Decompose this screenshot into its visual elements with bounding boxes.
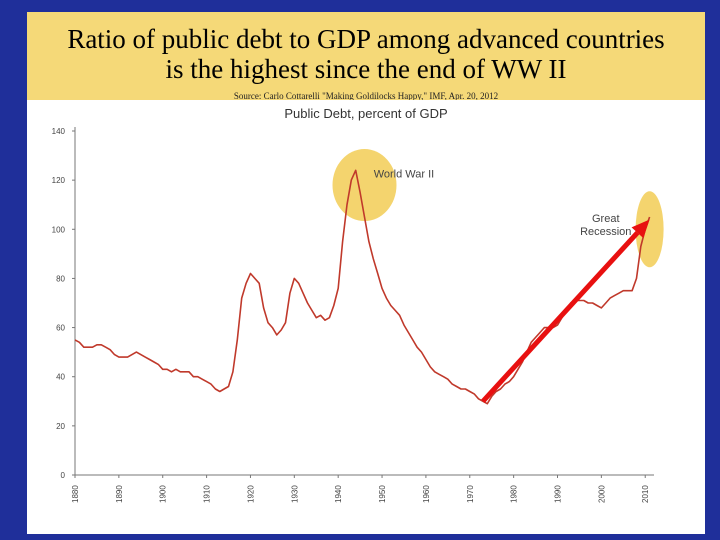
x-tick-label: 1900: [159, 485, 168, 503]
slide-header: Ratio of public debt to GDP among advanc…: [27, 12, 705, 101]
y-tick-label: 0: [61, 471, 66, 480]
x-tick-label: 1880: [71, 485, 80, 503]
trend-arrow-head: [631, 219, 650, 239]
x-tick-label: 1950: [378, 485, 387, 503]
slide-title-line-2: is the highest since the end of WW II: [165, 54, 567, 84]
x-tick-label: 2000: [597, 485, 606, 503]
x-tick-label: 1980: [510, 485, 519, 503]
annotation-line: Great: [592, 213, 620, 225]
highlight-circle: [332, 149, 397, 222]
chart-panel: Public Debt, percent of GDP 0 20 40 60 80 100 1…: [27, 100, 705, 534]
annotation-label: Great Recession: [580, 213, 631, 238]
y-tick-label: 80: [56, 274, 65, 283]
source-note: Source: Carlo Cottarelli "Making Goldilo…: [233, 91, 499, 101]
x-tick-label: 1960: [422, 485, 431, 503]
y-tick-label: 60: [56, 324, 65, 333]
slide-title: Ratio of public debt to GDP among advanc…: [27, 24, 705, 84]
x-tick-label: 1970: [466, 485, 475, 503]
y-tick-label: 20: [56, 422, 65, 431]
x-tick-label: 1990: [554, 485, 563, 503]
debt-chart: Public Debt, percent of GDP 0 20 40 60 80 100 1…: [52, 106, 664, 503]
highlight-circle: [635, 191, 664, 268]
x-tick-label: 1940: [334, 485, 343, 503]
y-tick-label: 40: [56, 373, 65, 382]
x-tick-label: 1920: [246, 485, 255, 503]
y-tick-label: 120: [52, 176, 66, 185]
debt-series-line: [74, 169, 651, 405]
y-tick-label: 140: [52, 127, 66, 136]
x-tick-label: 1930: [290, 485, 299, 503]
x-tick-label: 1910: [203, 485, 212, 503]
y-tick-label: 100: [52, 225, 66, 234]
annotation-line: Recession: [580, 226, 631, 238]
chart-title: Public Debt, percent of GDP: [284, 106, 447, 121]
x-tick-label: 1890: [115, 485, 124, 503]
annotation-label: World War II: [374, 169, 435, 181]
x-tick-label: 2010: [641, 485, 650, 503]
annotation-line: World War II: [374, 169, 435, 181]
slide-title-line-1: Ratio of public debt to GDP among advanc…: [67, 24, 665, 54]
trend-arrow-shaft: [481, 231, 640, 403]
